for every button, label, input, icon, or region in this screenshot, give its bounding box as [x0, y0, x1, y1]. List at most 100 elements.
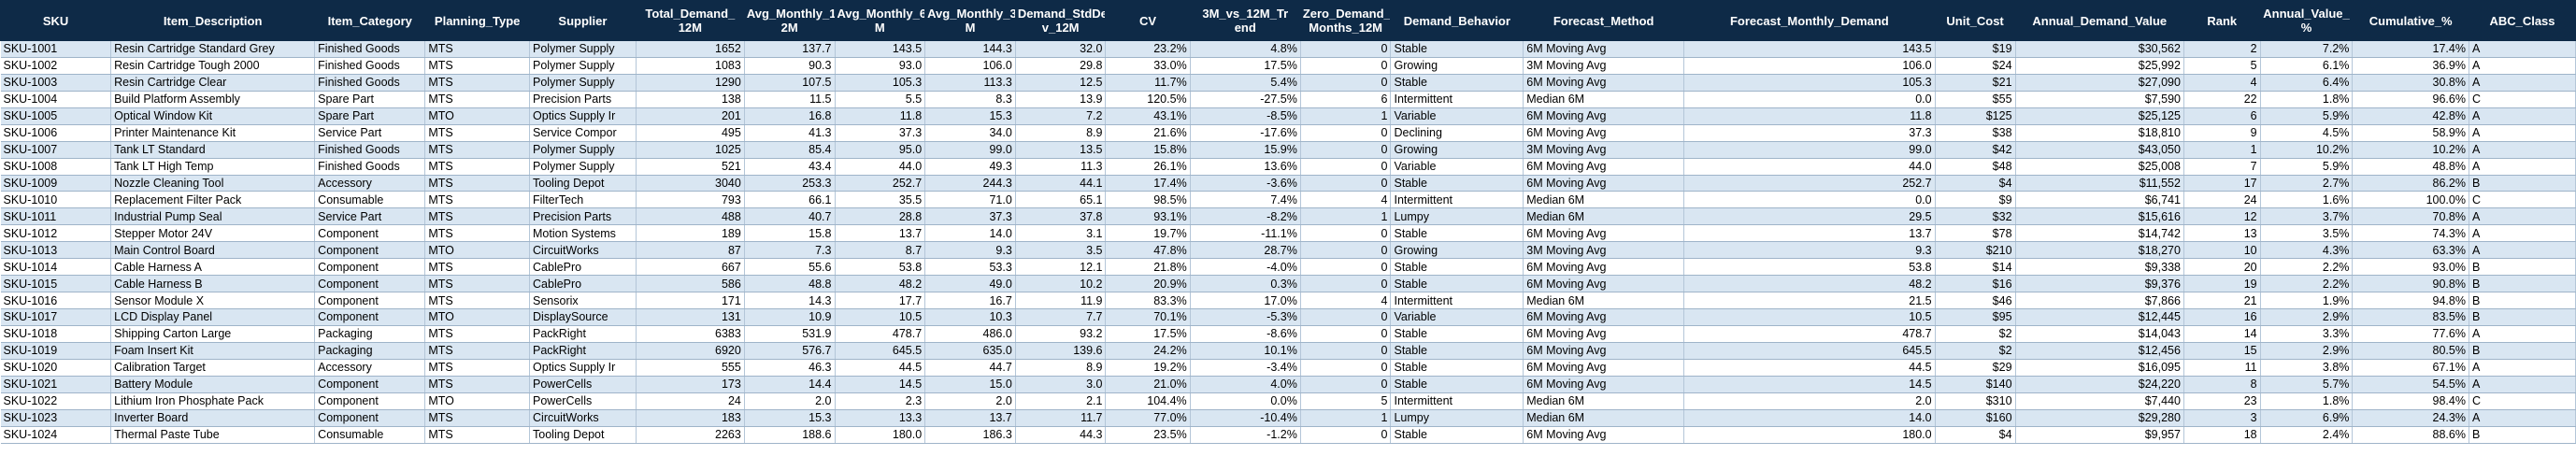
- cell-sku[interactable]: SKU-1016: [0, 292, 112, 309]
- cell-sku[interactable]: SKU-1013: [0, 241, 112, 260]
- cell-item-category[interactable]: Accessory: [314, 359, 426, 377]
- cell-annual-value-pct[interactable]: 2.7%: [2260, 175, 2354, 192]
- cell-avg-monthly-6m[interactable]: 44.5: [835, 359, 926, 377]
- cell-demand-stddev-12m[interactable]: 3.1: [1015, 224, 1107, 243]
- cell-zero-demand-months[interactable]: 0: [1300, 359, 1392, 377]
- cell-avg-monthly-6m[interactable]: 11.8: [835, 107, 926, 125]
- cell-forecast-monthly-demand[interactable]: 9.3: [1683, 241, 1936, 260]
- cell-item-category[interactable]: Finished Goods: [314, 57, 426, 75]
- cell-unit-cost[interactable]: $24: [1935, 57, 2016, 75]
- cell-avg-monthly-3m[interactable]: 106.0: [924, 57, 1016, 75]
- cell-sku[interactable]: SKU-1019: [0, 342, 112, 360]
- cell-cv[interactable]: 19.2%: [1105, 359, 1191, 377]
- cell-supplier[interactable]: Service Compor: [529, 124, 637, 142]
- cell-rank[interactable]: 13: [2183, 224, 2261, 243]
- cell-annual-demand-value[interactable]: $7,590: [2015, 91, 2184, 108]
- cell-avg-monthly-12m[interactable]: 46.3: [744, 359, 836, 377]
- cell-demand-behavior[interactable]: Stable: [1390, 325, 1524, 343]
- cell-annual-value-pct[interactable]: 6.4%: [2260, 74, 2354, 92]
- cell-abc-class[interactable]: B: [2469, 175, 2576, 192]
- cell-item-description[interactable]: Main Control Board: [110, 241, 316, 260]
- cell-annual-demand-value[interactable]: $15,616: [2015, 207, 2184, 226]
- column-header-rank[interactable]: Rank: [2182, 0, 2261, 41]
- cell-cv[interactable]: 83.3%: [1105, 292, 1191, 309]
- cell-cv[interactable]: 21.6%: [1105, 124, 1191, 142]
- cell-avg-monthly-3m[interactable]: 2.0: [924, 392, 1016, 410]
- cell-avg-monthly-6m[interactable]: 478.7: [835, 325, 926, 343]
- cell-supplier[interactable]: CablePro: [529, 258, 637, 277]
- cell-item-description[interactable]: LCD Display Panel: [110, 308, 316, 326]
- cell-cumulative-pct[interactable]: 42.8%: [2352, 107, 2469, 125]
- cell-demand-stddev-12m[interactable]: 12.5: [1015, 74, 1107, 92]
- column-header-supplier[interactable]: Supplier: [529, 0, 637, 41]
- cell-forecast-monthly-demand[interactable]: 29.5: [1683, 207, 1936, 226]
- cell-sku[interactable]: SKU-1010: [0, 191, 112, 209]
- cell-cumulative-pct[interactable]: 67.1%: [2352, 359, 2469, 377]
- cell-forecast-monthly-demand[interactable]: 2.0: [1683, 392, 1936, 410]
- cell-zero-demand-months[interactable]: 5: [1300, 392, 1392, 410]
- cell-cumulative-pct[interactable]: 100.0%: [2352, 191, 2469, 209]
- cell-zero-demand-months[interactable]: 0: [1300, 175, 1392, 192]
- cell-abc-class[interactable]: B: [2469, 308, 2576, 326]
- cell-item-category[interactable]: Finished Goods: [314, 141, 426, 159]
- cell-annual-value-pct[interactable]: 3.8%: [2260, 359, 2354, 377]
- cell-avg-monthly-6m[interactable]: 13.7: [835, 224, 926, 243]
- cell-supplier[interactable]: Sensorix: [529, 292, 637, 309]
- cell-supplier[interactable]: Motion Systems: [529, 224, 637, 243]
- cell-avg-monthly-3m[interactable]: 16.7: [924, 292, 1016, 309]
- cell-total-demand-12m[interactable]: 24: [636, 392, 745, 410]
- cell-item-description[interactable]: Cable Harness B: [110, 275, 316, 293]
- cell-supplier[interactable]: Polymer Supply: [529, 74, 637, 92]
- cell-total-demand-12m[interactable]: 183: [636, 409, 745, 427]
- cell-item-description[interactable]: Tank LT Standard: [110, 141, 316, 159]
- column-header-trend-3m-vs-12m[interactable]: 3M_vs_12M_Tr end: [1189, 0, 1301, 41]
- cell-unit-cost[interactable]: $140: [1935, 376, 2016, 393]
- cell-unit-cost[interactable]: $2: [1935, 342, 2016, 360]
- cell-annual-value-pct[interactable]: 2.9%: [2260, 308, 2354, 326]
- cell-demand-behavior[interactable]: Stable: [1390, 342, 1524, 360]
- cell-avg-monthly-3m[interactable]: 113.3: [924, 74, 1016, 92]
- cell-cv[interactable]: 11.7%: [1105, 74, 1191, 92]
- cell-supplier[interactable]: CablePro: [529, 275, 637, 293]
- cell-item-category[interactable]: Component: [314, 241, 426, 260]
- cell-annual-demand-value[interactable]: $9,957: [2015, 426, 2184, 444]
- cell-avg-monthly-6m[interactable]: 645.5: [835, 342, 926, 360]
- cell-supplier[interactable]: Tooling Depot: [529, 426, 637, 444]
- cell-cv[interactable]: 23.2%: [1105, 40, 1191, 58]
- cell-supplier[interactable]: Optics Supply Ir: [529, 107, 637, 125]
- cell-cv[interactable]: 17.5%: [1105, 325, 1191, 343]
- cell-forecast-method[interactable]: Median 6M: [1523, 292, 1685, 309]
- cell-unit-cost[interactable]: $32: [1935, 207, 2016, 226]
- cell-zero-demand-months[interactable]: 0: [1300, 57, 1392, 75]
- cell-supplier[interactable]: Polymer Supply: [529, 57, 637, 75]
- cell-item-description[interactable]: Optical Window Kit: [110, 107, 316, 125]
- cell-annual-demand-value[interactable]: $14,043: [2015, 325, 2184, 343]
- cell-avg-monthly-6m[interactable]: 35.5: [835, 191, 926, 209]
- cell-item-category[interactable]: Accessory: [314, 175, 426, 192]
- cell-rank[interactable]: 2: [2183, 40, 2261, 58]
- cell-cumulative-pct[interactable]: 30.8%: [2352, 74, 2469, 92]
- cell-total-demand-12m[interactable]: 87: [636, 241, 745, 260]
- cell-avg-monthly-3m[interactable]: 99.0: [924, 141, 1016, 159]
- cell-planning-type[interactable]: MTS: [424, 275, 531, 293]
- cell-avg-monthly-12m[interactable]: 40.7: [744, 207, 836, 226]
- cell-forecast-method[interactable]: 6M Moving Avg: [1523, 74, 1685, 92]
- cell-total-demand-12m[interactable]: 586: [636, 275, 745, 293]
- cell-forecast-monthly-demand[interactable]: 11.8: [1683, 107, 1936, 125]
- cell-annual-value-pct[interactable]: 3.5%: [2260, 224, 2354, 243]
- cell-trend-3m-vs-12m[interactable]: -11.1%: [1190, 224, 1301, 243]
- column-header-unit-cost[interactable]: Unit_Cost: [1934, 0, 2016, 41]
- cell-cv[interactable]: 93.1%: [1105, 207, 1191, 226]
- cell-unit-cost[interactable]: $55: [1935, 91, 2016, 108]
- cell-forecast-monthly-demand[interactable]: 478.7: [1683, 325, 1936, 343]
- cell-demand-stddev-12m[interactable]: 11.3: [1015, 158, 1107, 176]
- cell-sku[interactable]: SKU-1011: [0, 207, 112, 226]
- cell-avg-monthly-3m[interactable]: 9.3: [924, 241, 1016, 260]
- cell-item-description[interactable]: Cable Harness A: [110, 258, 316, 277]
- cell-planning-type[interactable]: MTS: [424, 342, 531, 360]
- cell-abc-class[interactable]: B: [2469, 426, 2576, 444]
- cell-planning-type[interactable]: MTS: [424, 359, 531, 377]
- cell-cumulative-pct[interactable]: 10.2%: [2352, 141, 2469, 159]
- cell-trend-3m-vs-12m[interactable]: 5.4%: [1190, 74, 1301, 92]
- cell-cv[interactable]: 15.8%: [1105, 141, 1191, 159]
